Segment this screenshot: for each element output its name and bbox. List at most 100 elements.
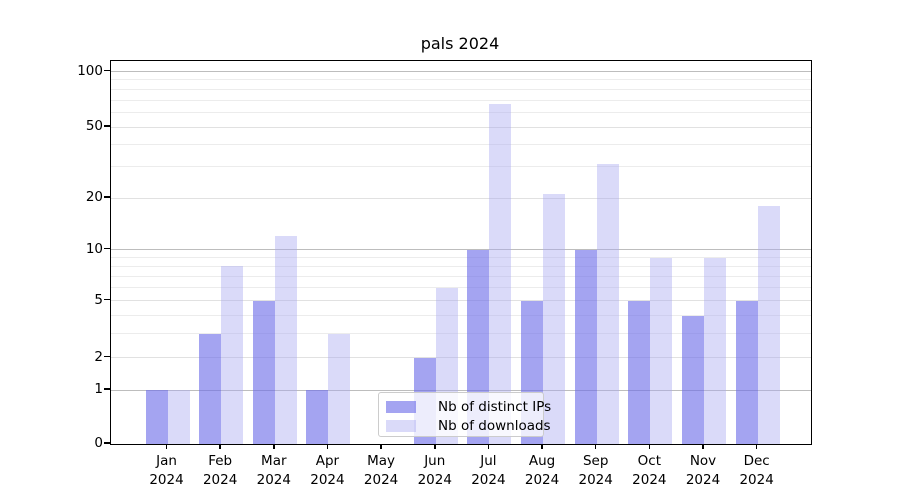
x-axis-tick-label: Aug 2024 <box>500 452 584 489</box>
gridline-minor <box>111 257 811 259</box>
bar-downloads-apr <box>328 333 351 444</box>
x-tick-mark <box>541 444 543 449</box>
bar-downloads-sep <box>596 164 619 444</box>
x-tick-year: 2024 <box>578 471 613 488</box>
x-tick-year: 2024 <box>363 471 399 488</box>
y-tick-mark <box>104 196 110 198</box>
x-tick-year: 2024 <box>471 471 506 488</box>
x-axis-tick-label: Oct 2024 <box>607 452 691 489</box>
gridline-major <box>111 389 811 391</box>
gridline-minor <box>111 314 811 316</box>
bar-distinct-ips-mar <box>252 300 275 444</box>
bar-downloads-nov <box>704 257 726 444</box>
bar-downloads-oct <box>650 257 673 444</box>
x-axis-tick-label: Sep 2024 <box>554 452 638 489</box>
x-tick-mark <box>326 444 329 449</box>
bar-distinct-ips-feb <box>199 333 222 444</box>
y-axis-tick-label: 1 <box>94 381 103 397</box>
gridline-minor <box>111 79 811 81</box>
x-tick-month: Aug <box>528 453 556 469</box>
bar-downloads-jul <box>489 103 512 444</box>
y-tick-mark <box>104 247 110 250</box>
gridline-major <box>111 126 811 128</box>
bar-distinct-ips-jan <box>145 390 168 444</box>
y-axis-tick-label: 10 <box>85 240 103 257</box>
x-tick-month: Nov <box>689 453 717 469</box>
y-axis-tick-label: 5 <box>94 291 103 308</box>
legend: Nb of distinct IPs Nb of downloads <box>378 392 551 437</box>
gridline-minor <box>111 143 811 145</box>
x-tick-year: 2024 <box>632 471 667 488</box>
bar-distinct-ips-dec <box>735 300 758 444</box>
x-axis-tick-label: Jul 2024 <box>446 452 530 489</box>
gridline-minor <box>111 99 811 101</box>
x-axis-tick-label: Feb 2024 <box>178 452 262 489</box>
x-axis-tick-label: Apr 2024 <box>285 452 369 489</box>
x-tick-year: 2024 <box>256 471 291 488</box>
bar-distinct-ips-nov <box>682 315 704 444</box>
bar-distinct-ips-apr <box>306 390 329 444</box>
legend-item-downloads: Nb of downloads <box>386 417 551 435</box>
y-tick-mark <box>104 442 110 444</box>
x-tick-year: 2024 <box>417 471 452 488</box>
gridline-major <box>111 300 811 301</box>
x-tick-month: Sep <box>582 453 609 469</box>
x-tick-month: Dec <box>743 453 770 469</box>
gridline-minor <box>111 111 811 113</box>
bar-distinct-ips-oct <box>628 300 651 444</box>
x-axis-tick-label: Nov 2024 <box>661 452 745 489</box>
gridline-major <box>111 357 811 358</box>
y-tick-mark <box>104 355 110 358</box>
legend-label-downloads: Nb of downloads <box>438 418 551 434</box>
x-tick-mark <box>487 444 490 449</box>
x-tick-month: Mar <box>261 453 287 469</box>
x-tick-mark <box>755 444 758 449</box>
gridline-minor <box>111 265 811 267</box>
legend-label-distinct-ips: Nb of distinct IPs <box>438 399 552 415</box>
y-axis-tick-label: 0 <box>94 435 103 451</box>
legend-swatch-downloads <box>386 420 416 432</box>
bar-downloads-feb <box>221 266 244 444</box>
x-tick-year: 2024 <box>739 471 774 488</box>
y-axis-tick-label: 100 <box>77 62 103 79</box>
x-tick-month: Feb <box>208 453 233 469</box>
x-tick-year: 2024 <box>149 471 184 488</box>
legend-swatch-distinct-ips <box>386 401 416 413</box>
x-axis-tick-label: Jan 2024 <box>125 452 209 489</box>
y-axis-tick-label: 50 <box>85 118 103 134</box>
legend-item-distinct-ips: Nb of distinct IPs <box>386 398 551 416</box>
x-axis-tick-label: Dec 2024 <box>715 452 799 489</box>
bar-distinct-ips-sep <box>574 249 597 444</box>
gridline-minor <box>111 166 811 168</box>
x-tick-month: Apr <box>315 453 340 469</box>
x-axis-tick-label: Mar 2024 <box>232 452 316 489</box>
x-tick-month: Jun <box>424 453 446 469</box>
bar-downloads-dec <box>757 205 780 444</box>
x-tick-mark <box>648 444 651 449</box>
y-axis-tick-label: 2 <box>94 348 103 365</box>
x-tick-mark <box>594 444 597 449</box>
gridline-minor <box>111 275 811 277</box>
gridline-minor <box>111 287 811 289</box>
y-axis-tick-label: 20 <box>85 189 103 205</box>
x-tick-mark <box>702 444 704 449</box>
y-tick-mark <box>104 69 110 72</box>
x-tick-month: Oct <box>637 453 662 469</box>
x-tick-month: Jan <box>156 453 177 469</box>
gridline-major <box>111 249 811 250</box>
x-tick-mark <box>219 444 221 449</box>
x-tick-year: 2024 <box>310 471 345 488</box>
plot-area <box>110 60 812 445</box>
y-tick-mark <box>104 125 110 127</box>
x-tick-year: 2024 <box>524 471 560 488</box>
x-tick-mark <box>380 444 382 449</box>
x-tick-month: May <box>367 453 396 469</box>
x-tick-mark <box>434 444 436 449</box>
x-axis-tick-label: May 2024 <box>339 452 423 489</box>
gridline-major <box>111 71 811 72</box>
y-tick-mark <box>104 388 110 390</box>
gridline-minor <box>111 88 811 90</box>
x-tick-year: 2024 <box>685 471 721 488</box>
x-tick-mark <box>273 444 275 449</box>
